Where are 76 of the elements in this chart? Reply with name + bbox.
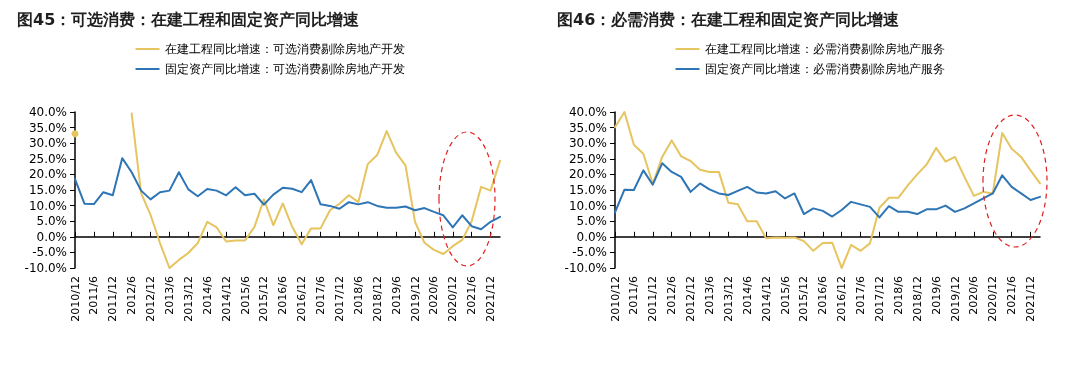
x-tick-label: 2010/12 [68,276,82,322]
x-tick-label: 2011/6 [87,276,101,315]
y-tick-label: 0.0% [36,229,67,244]
legend-label: 在建工程同比增速：必需消费剔除房地产服务 [704,42,945,56]
x-tick-label: 2015/6 [778,276,792,315]
x-tick-label: 2020/6 [967,276,981,315]
x-tick-label: 2013/6 [162,276,176,315]
x-tick-label: 2011/6 [627,276,641,315]
y-tick-label: -10.0% [564,261,607,275]
line-series [74,157,501,231]
x-tick-label: 2019/12 [408,276,422,322]
x-tick-label: 2013/12 [721,276,735,322]
x-tick-label: 2019/6 [929,276,943,315]
y-tick-label: 0.0% [576,229,607,244]
x-tick-label: 2011/12 [106,276,120,322]
x-tick-label: 2019/12 [948,276,962,322]
y-tick-label: -5.0% [572,245,607,260]
y-tick-label: 15.0% [28,183,67,197]
x-tick-label: 2012/12 [684,276,698,322]
x-tick-label: 2021/12 [484,276,498,322]
x-tick-label: 2012/12 [144,276,158,322]
x-tick-label: 2015/6 [238,276,252,315]
y-tick-label: 30.0% [28,136,67,151]
y-tick-label: -5.0% [32,245,67,260]
x-tick-label: 2014/6 [200,276,214,315]
x-tick-label: 2021/6 [465,276,479,315]
x-tick-label: 2012/6 [665,276,679,315]
x-tick-label: 2014/12 [759,276,773,322]
line-series [614,162,1041,219]
chart-title: 图45：可选消费：在建工程和固定资产同比增速 [17,9,361,29]
x-tick-label: 2015/12 [797,276,811,322]
y-tick-label: 35.0% [28,120,67,135]
x-tick-label: 2021/6 [1005,276,1019,315]
x-tick-label: 2015/12 [257,276,271,322]
x-tick-label: 2020/12 [986,276,1000,322]
legend-label: 在建工程同比增速：可选消费剔除房地产开发 [164,42,405,56]
x-tick-label: 2020/12 [446,276,460,322]
x-tick-label: 2018/6 [351,276,365,315]
y-tick-label: 20.0% [568,167,607,182]
x-tick-label: 2021/12 [1024,276,1038,322]
x-tick-label: 2016/6 [816,276,830,315]
y-tick-label: 40.0% [568,105,607,119]
y-tick-label: 25.0% [568,151,607,166]
x-tick-label: 2013/6 [702,276,716,315]
x-tick-label: 2016/6 [276,276,290,315]
x-tick-label: 2018/12 [370,276,384,322]
x-tick-label: 2014/12 [219,276,233,322]
x-tick-label: 2017/12 [332,276,346,322]
y-tick-label: 30.0% [568,136,607,151]
y-tick-label: 20.0% [28,167,67,182]
y-tick-label: 40.0% [28,105,67,119]
x-tick-label: 2013/12 [181,276,195,322]
x-tick-label: 2016/12 [835,276,849,322]
x-tick-label: 2017/6 [854,276,868,315]
y-tick-label: 5.0% [576,214,607,229]
legend-label: 固定资产同比增速：可选消费剔除房地产开发 [164,62,405,76]
legend-label: 固定资产同比增速：必需消费剔除房地产服务 [704,62,945,76]
y-tick-label: 25.0% [28,151,67,166]
y-tick-label: 10.0% [28,198,67,213]
x-tick-label: 2017/6 [314,276,328,315]
chart-title: 图46：必需消费：在建工程和固定资产同比增速 [557,9,901,29]
y-tick-label: -10.0% [24,261,67,275]
y-tick-label: 15.0% [568,183,607,197]
y-tick-label: 5.0% [36,214,67,229]
y-tick-label: 10.0% [568,198,607,213]
x-tick-label: 2014/6 [740,276,754,315]
x-tick-label: 2018/6 [891,276,905,315]
x-tick-label: 2010/12 [608,276,622,322]
x-tick-label: 2018/12 [910,276,924,322]
x-tick-label: 2012/6 [125,276,139,315]
x-tick-label: 2017/12 [872,276,886,322]
x-tick-label: 2016/12 [295,276,309,322]
y-tick-label: 35.0% [568,120,607,135]
x-tick-label: 2019/6 [389,276,403,315]
x-tick-label: 2011/12 [646,276,660,322]
x-tick-label: 2020/6 [427,276,441,315]
